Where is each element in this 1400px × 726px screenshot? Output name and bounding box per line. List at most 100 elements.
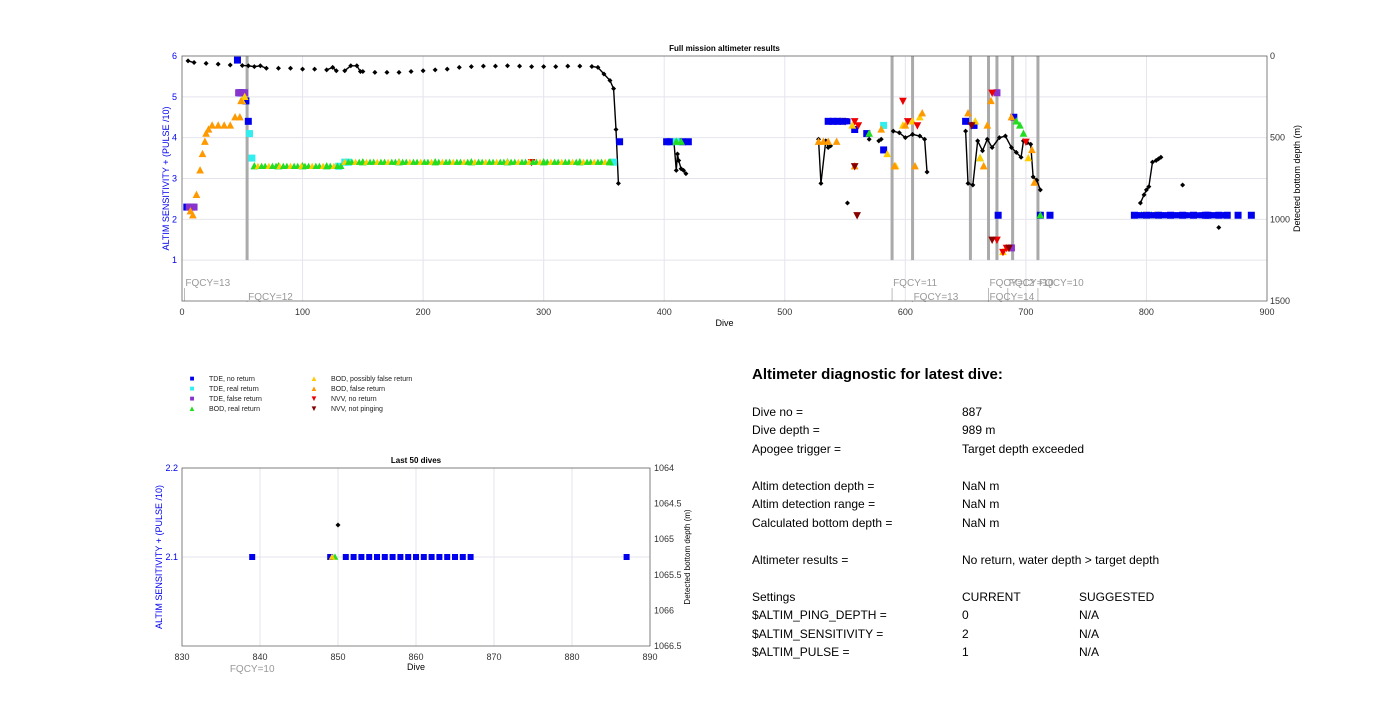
data-point	[616, 138, 624, 146]
apogee-value: Target depth exceeded	[962, 442, 1085, 456]
data-point	[964, 108, 972, 117]
bottom-depth-point	[1141, 192, 1147, 198]
bottom-depth-point	[257, 63, 263, 69]
legend-item: ▲ BOD, possibly false return	[307, 375, 412, 383]
x-tick-label: 500	[777, 307, 792, 317]
bottom-depth-point	[300, 66, 306, 72]
sensitivity-row: $ALTIM_SENSITIVITY = 2 N/A	[752, 627, 1372, 645]
calc-bottom-label: Calculated bottom depth =	[752, 516, 893, 530]
bottom-depth-point	[922, 136, 928, 142]
data-point	[979, 162, 988, 170]
bottom-depth-point	[970, 182, 976, 188]
dive-no-label: Dive no =	[752, 405, 804, 419]
bottom-depth-point	[595, 64, 601, 70]
data-point	[824, 137, 833, 145]
data-point	[220, 121, 229, 129]
bottom-depth-point	[1013, 149, 1019, 155]
bottom-depth-point	[924, 169, 930, 175]
data-point	[189, 211, 197, 219]
x-tick-label: 0	[179, 307, 184, 317]
bottom-depth-point	[288, 65, 293, 71]
bottom-depth-point	[191, 60, 197, 66]
results-label: Altimeter results =	[752, 553, 849, 567]
bottom-depth-point	[673, 167, 679, 173]
data-point	[233, 56, 241, 64]
pulse-current: 1	[962, 645, 969, 659]
bottom-depth-point	[480, 63, 486, 69]
bottom-depth-point	[1018, 154, 1024, 160]
data-point	[337, 162, 345, 169]
data-point	[850, 163, 859, 171]
bottom-depth-point	[1002, 133, 1008, 139]
data-point	[327, 554, 334, 560]
fqcy-label: FQCY=14	[990, 292, 1035, 303]
bottom-depth-point	[342, 68, 348, 74]
bottom-depth-point	[529, 64, 535, 70]
data-point	[428, 554, 435, 560]
dive-depth-label: Dive depth =	[752, 423, 820, 437]
x-tick-label: 200	[416, 307, 431, 317]
calc-bottom-row: Calculated bottom depth = NaN m	[752, 516, 1372, 534]
data-point	[853, 212, 861, 220]
altim-det-range-row: Altim detection range = NaN m	[752, 497, 1372, 515]
x-tick-label: 900	[1259, 307, 1274, 317]
data-point	[420, 554, 427, 560]
bottom-depth-point	[996, 135, 1002, 141]
bottom-depth-point	[360, 69, 366, 75]
data-point	[899, 97, 907, 106]
x-axis-label: Dive	[715, 318, 733, 328]
data-point	[880, 146, 888, 154]
apogee-row: Apogee trigger = Target depth exceeded	[752, 442, 1372, 460]
bottom-depth-point	[215, 61, 221, 67]
fqcy-label: FQCY=11	[893, 278, 937, 289]
data-point	[605, 158, 613, 165]
settings-header-row: Settings CURRENT SUGGESTED	[752, 590, 1372, 608]
data-point	[444, 554, 451, 560]
y2-axis-label: Detected bottom depth (m)	[683, 509, 692, 604]
legend-label: TDE, no return	[209, 375, 255, 383]
bottom-depth-point	[601, 71, 607, 77]
ping-depth-row: $ALTIM_PING_DEPTH = 0 N/A	[752, 608, 1372, 626]
x-tick-label: 880	[564, 652, 579, 662]
altim-det-depth-label: Altim detection depth =	[752, 479, 875, 493]
legend-marker: ▲	[188, 404, 196, 413]
legend-marker: ■	[189, 374, 195, 383]
data-point	[1247, 211, 1255, 219]
data-point	[918, 108, 927, 117]
x-tick-label: 850	[330, 652, 345, 662]
legend-label: BOD, real return	[209, 405, 260, 413]
data-point	[993, 89, 1001, 97]
altim-det-depth-row: Altim detection depth = NaN m	[752, 479, 1372, 497]
bottom-depth-point	[312, 66, 318, 72]
x-tick-label: 830	[174, 652, 189, 662]
y-tick-label: 1	[172, 255, 177, 265]
bottom-depth-point	[1216, 225, 1222, 230]
legend-label: NVV, no return	[331, 395, 377, 403]
y-tick-label: 2.1	[165, 552, 178, 562]
fqcy-label: FQCY=13	[914, 292, 959, 303]
data-point	[236, 113, 244, 121]
bottom-depth-point	[333, 68, 339, 74]
full-mission-chart: FQCY=13FQCY=12FQCY=11FQCY=13FQCY=12FQCY=…	[161, 44, 1302, 328]
x-tick-label: 870	[486, 652, 501, 662]
bottom-depth-point	[979, 148, 985, 154]
ping-depth-current: 0	[962, 608, 969, 622]
y2-tick-label: 1000	[1270, 214, 1290, 224]
bottom-depth-point	[444, 66, 450, 72]
bottom-depth-point	[330, 64, 336, 70]
data-point	[196, 166, 204, 174]
legend-marker: ■	[189, 384, 195, 393]
bottom-depth-point	[553, 64, 559, 70]
y2-tick-label: 1066.5	[654, 641, 682, 651]
bottom-depth-point	[917, 133, 923, 139]
legend-item: ▼ NVV, not pinging	[307, 405, 383, 413]
x-tick-label: 840	[252, 652, 267, 662]
bottom-depth-point	[1137, 200, 1143, 206]
data-point	[226, 121, 235, 129]
data-point	[242, 97, 250, 105]
legend-item: ■ TDE, no return	[185, 375, 255, 383]
x-axis-label: Dive	[407, 662, 425, 672]
data-point	[832, 137, 841, 145]
data-point	[467, 554, 474, 560]
bottom-depth-point	[1180, 182, 1186, 188]
